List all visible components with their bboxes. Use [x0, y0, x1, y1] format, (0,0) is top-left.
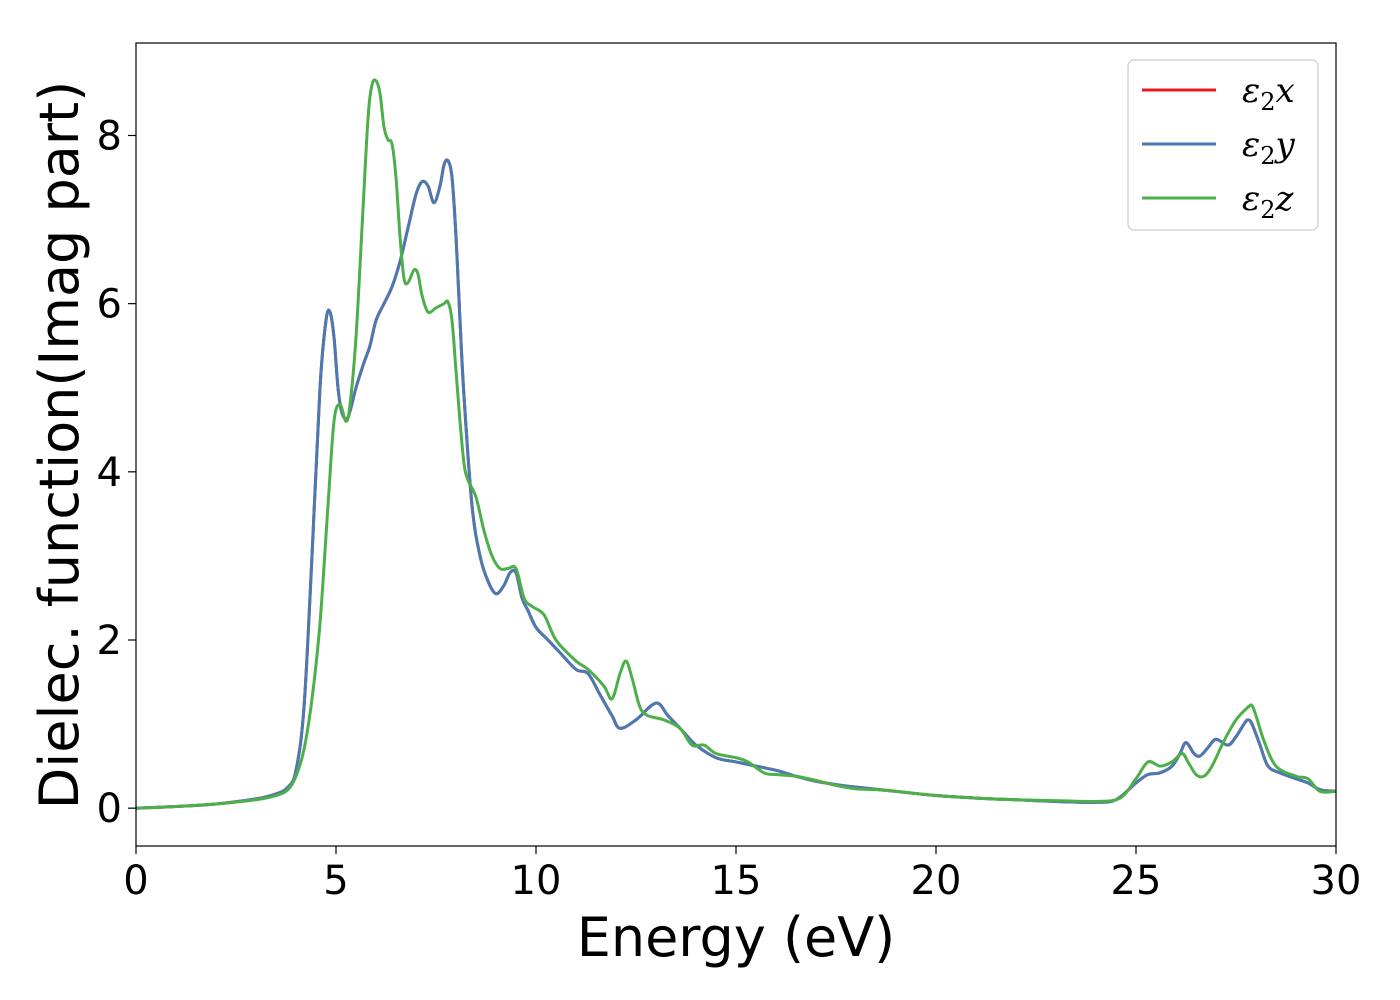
series-line-z — [136, 78, 1336, 810]
plot-area: 0 5 10 15 20 25 30 0 2 4 6 8 — [97, 42, 1361, 904]
y-tick-label: 6 — [97, 282, 122, 328]
legend-frame — [1127, 59, 1319, 231]
x-tick-label: 10 — [511, 858, 562, 904]
x-axis-label: Energy (eV) — [577, 906, 896, 969]
x-tick-label: 0 — [123, 858, 148, 904]
legend-label-z: ε2z — [1242, 179, 1295, 224]
x-tick-label: 5 — [323, 858, 348, 904]
x-tick-label: 20 — [911, 858, 962, 904]
y-axis-label: Dielec. function(Imag part) — [28, 81, 91, 810]
x-tick-label: 25 — [1111, 858, 1162, 904]
legend-label-y: ε2y — [1242, 125, 1296, 170]
legend-label-x: ε2x — [1242, 71, 1295, 116]
x-tick-label: 30 — [1311, 858, 1362, 904]
x-tick-label: 15 — [711, 858, 762, 904]
x-axis: 0 5 10 15 20 25 30 — [123, 846, 1361, 904]
y-tick-label: 2 — [97, 618, 122, 664]
legend: ε2x ε2y ε2z — [1127, 59, 1319, 231]
series-layer — [136, 78, 1336, 810]
y-axis: 0 2 4 6 8 — [97, 113, 136, 832]
y-tick-label: 4 — [97, 450, 122, 496]
y-tick-label: 8 — [97, 113, 122, 159]
y-tick-label: 0 — [97, 786, 122, 832]
